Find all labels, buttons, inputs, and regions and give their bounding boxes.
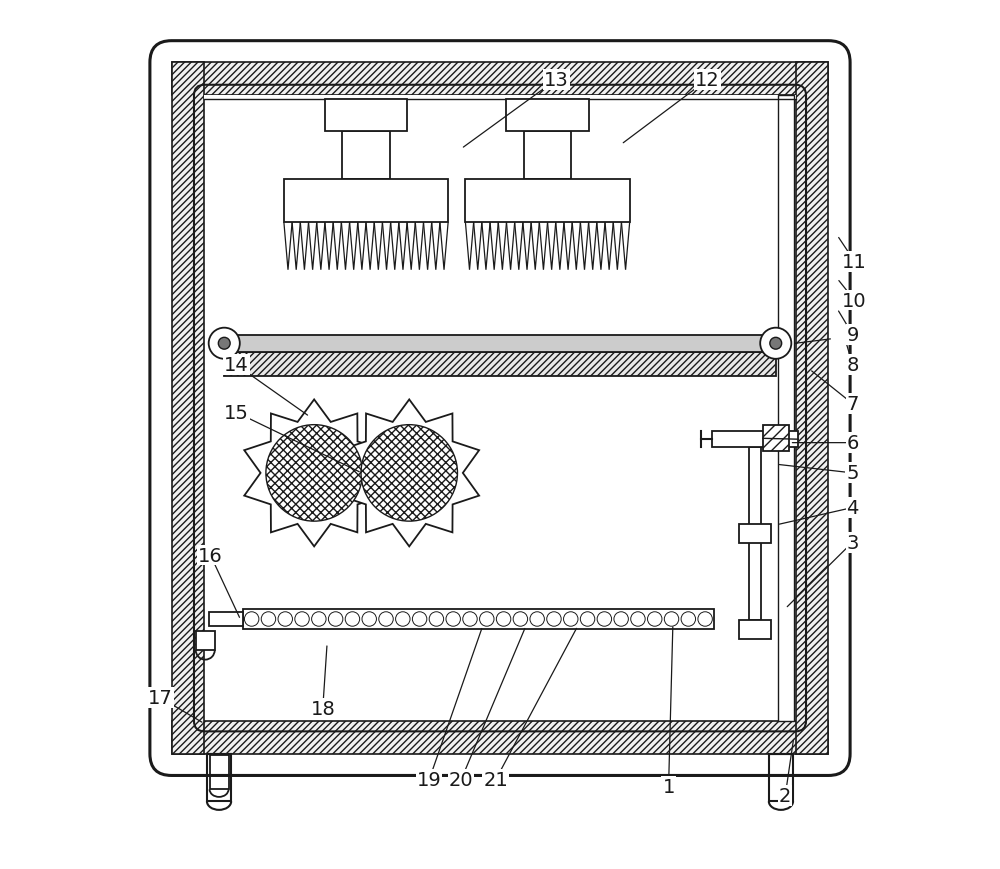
Text: 3: 3 [847, 533, 859, 552]
Bar [739, 620, 771, 639]
Bar [465, 180, 630, 223]
Text: 10: 10 [842, 291, 867, 310]
Bar [712, 432, 798, 448]
Circle shape [209, 328, 240, 360]
Bar [172, 721, 828, 754]
Polygon shape [244, 400, 384, 547]
Bar [224, 353, 776, 376]
Text: 1: 1 [662, 777, 675, 796]
Text: 8: 8 [847, 356, 859, 375]
Bar [284, 180, 448, 223]
Circle shape [361, 425, 457, 521]
Text: 21: 21 [483, 771, 508, 789]
Bar [210, 755, 229, 789]
Bar [224, 335, 776, 353]
Text: 12: 12 [695, 71, 720, 90]
Polygon shape [339, 400, 479, 547]
Bar [342, 132, 390, 180]
Bar [207, 754, 231, 801]
Text: 18: 18 [310, 699, 335, 718]
Bar [796, 63, 828, 754]
Bar [243, 610, 714, 629]
Text: 19: 19 [417, 771, 441, 789]
Bar [769, 754, 793, 801]
Bar [749, 448, 761, 620]
Text: 7: 7 [847, 395, 859, 414]
Circle shape [218, 338, 230, 349]
Bar [209, 613, 243, 626]
Bar [172, 63, 204, 754]
Bar [796, 63, 828, 754]
Bar [506, 99, 589, 132]
Text: 17: 17 [148, 688, 173, 707]
Bar [196, 632, 215, 650]
Circle shape [770, 338, 782, 349]
Bar [172, 63, 828, 96]
Text: 20: 20 [449, 771, 473, 789]
Text: 2: 2 [779, 786, 791, 805]
Text: 14: 14 [224, 356, 249, 375]
Text: 11: 11 [842, 252, 867, 271]
Bar [325, 99, 407, 132]
Bar [204, 96, 796, 99]
Text: 13: 13 [544, 71, 569, 90]
Text: 9: 9 [847, 326, 859, 345]
Text: 16: 16 [198, 546, 223, 565]
Bar [739, 524, 771, 543]
Circle shape [760, 328, 791, 360]
Bar [172, 63, 204, 754]
Bar [763, 426, 789, 452]
Text: 5: 5 [846, 464, 859, 483]
Circle shape [266, 425, 362, 521]
Text: 15: 15 [224, 403, 249, 422]
Bar [778, 96, 794, 721]
Text: 4: 4 [847, 499, 859, 517]
Bar [524, 132, 571, 180]
Bar [172, 721, 828, 754]
Bar [172, 63, 828, 96]
Text: 6: 6 [847, 434, 859, 453]
